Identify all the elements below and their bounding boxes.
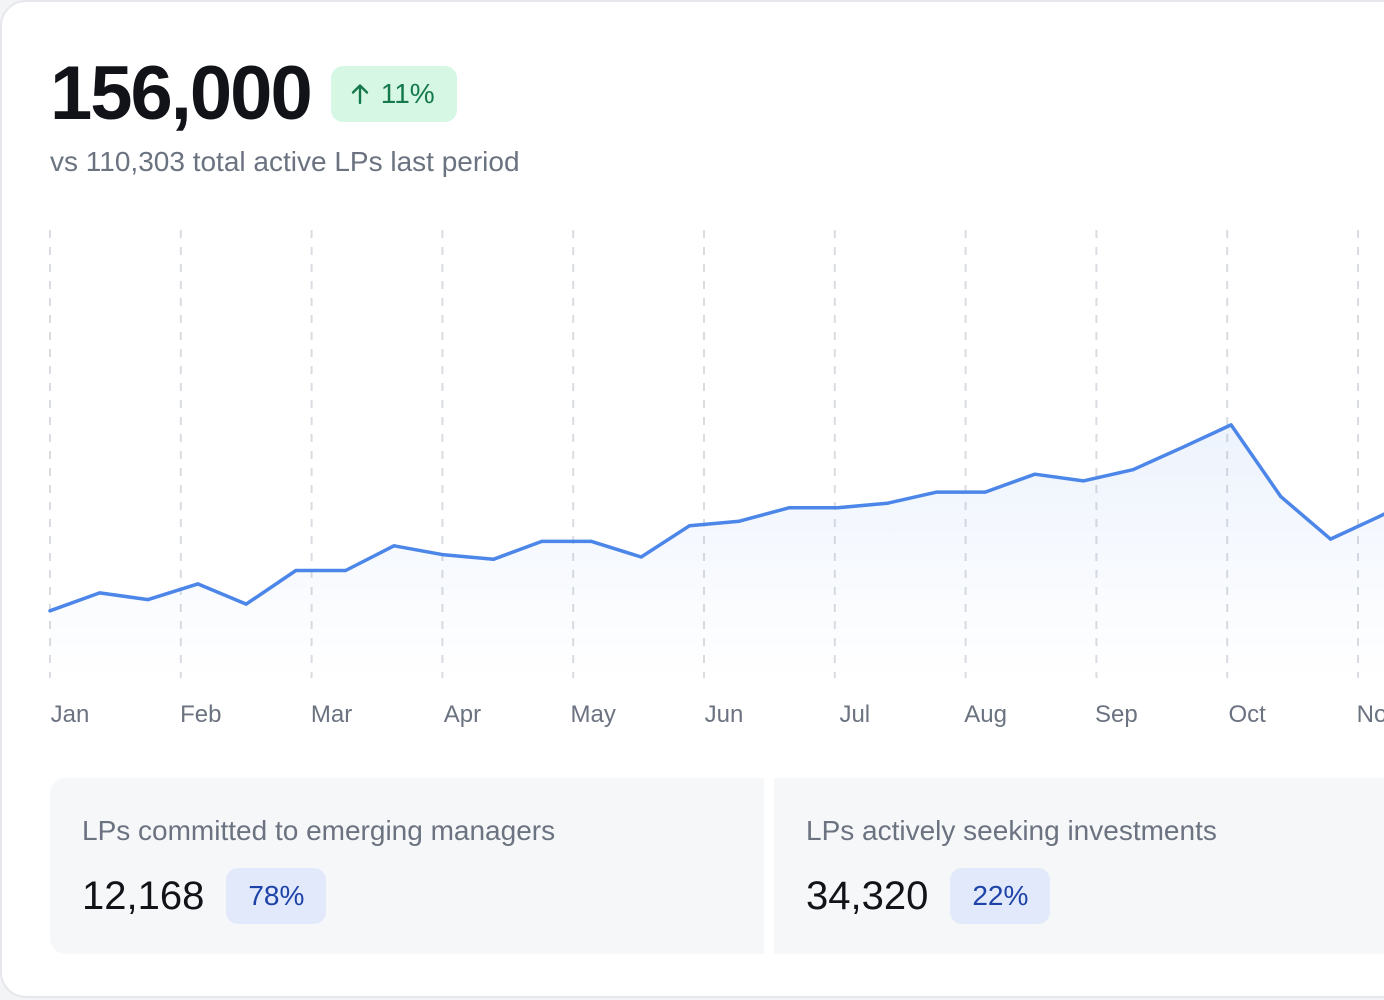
- data-point: [1279, 495, 1283, 499]
- stat-value: 34,320: [806, 874, 929, 918]
- x-tick-label: Sep: [1095, 701, 1138, 728]
- x-tick-label: Nov: [1357, 701, 1384, 728]
- x-tick-label: Oct: [1229, 701, 1267, 728]
- x-tick-label: Mar: [311, 701, 352, 728]
- headline: 156,000 11%: [50, 52, 457, 136]
- data-point: [1328, 537, 1333, 541]
- data-point: [1131, 468, 1135, 472]
- data-point: [688, 524, 692, 528]
- line-chart: Jan Feb Mar Apr May Jun Jul Aug Sep Oct Nov: [48, 230, 1384, 728]
- data-point: [1181, 445, 1185, 449]
- data-point: [1377, 515, 1381, 519]
- data-point: [98, 591, 102, 595]
- stat-card-emerging-managers: LPs committed to emerging managers 12,16…: [50, 778, 764, 954]
- x-tick-label: Jan: [51, 701, 90, 728]
- data-point: [885, 501, 889, 505]
- stat-percent-badge: 78%: [226, 868, 327, 924]
- data-point: [146, 598, 150, 602]
- data-point: [491, 557, 495, 561]
- delta-value: 11%: [380, 78, 435, 109]
- stat-value: 12,168: [82, 874, 205, 918]
- data-point: [344, 568, 348, 573]
- data-point: [787, 506, 791, 510]
- data-point: [540, 539, 544, 543]
- data-point: [442, 553, 446, 557]
- data-point: [244, 602, 248, 606]
- data-point: [48, 609, 52, 613]
- series-area: [50, 424, 1384, 678]
- arrow-up-icon: [351, 84, 368, 105]
- data-point: [196, 582, 200, 586]
- data-point: [983, 490, 987, 494]
- data-point: [1033, 472, 1037, 476]
- x-tick-label: May: [571, 701, 616, 728]
- data-point: [737, 519, 741, 523]
- stat-label: LPs committed to emerging managers: [82, 815, 556, 846]
- data-point: [639, 555, 643, 559]
- delta-badge: 11%: [330, 66, 457, 122]
- data-point: [392, 544, 396, 548]
- x-tick-label: Jun: [705, 701, 744, 728]
- x-tick-label: Jul: [839, 701, 870, 728]
- data-point: [589, 539, 594, 543]
- stat-percent-badge: 22%: [950, 868, 1051, 924]
- x-tick-label: Aug: [964, 701, 1007, 728]
- total-active-lps-value: 156,000: [50, 51, 313, 136]
- data-point: [294, 568, 298, 573]
- x-tick-label: Feb: [180, 701, 221, 728]
- data-point: [1229, 423, 1233, 427]
- stat-label: LPs actively seeking investments: [806, 815, 1217, 846]
- data-point: [935, 490, 939, 494]
- comparison-text: vs 110,303 total active LPs last period: [50, 146, 520, 177]
- x-tick-label: Apr: [444, 701, 481, 728]
- stat-card-seeking-investments: LPs actively seeking investments 34,320 …: [774, 778, 1384, 954]
- data-point: [1081, 479, 1085, 483]
- data-point: [835, 506, 840, 510]
